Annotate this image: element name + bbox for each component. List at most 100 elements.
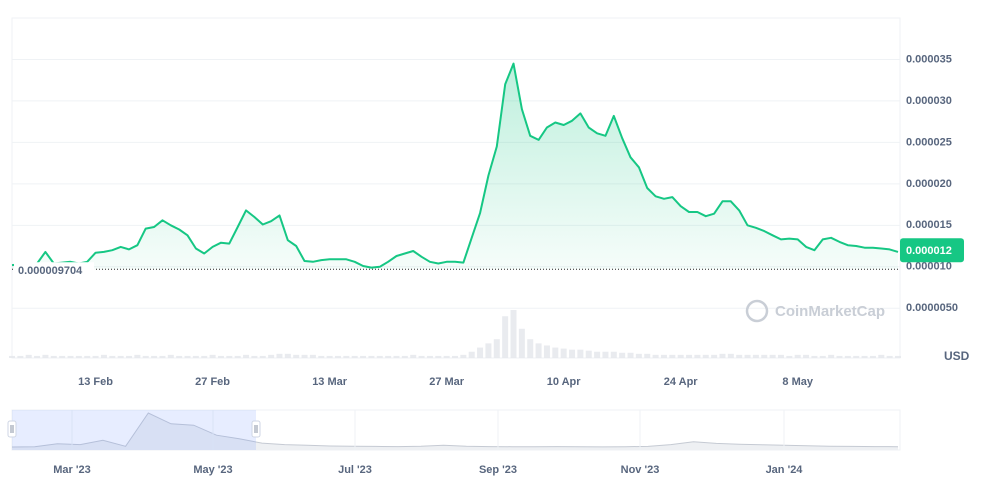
y-tick-label: 0.000030 [906,95,952,107]
volume-bar [234,355,241,358]
volume-bar [452,355,458,358]
volume-bar [100,354,107,358]
volume-bar [92,355,99,358]
volume-bar [151,355,158,358]
volume-bar [761,354,768,358]
current-price-tag [900,238,964,263]
volume-bar [828,354,835,358]
volume-bar [117,355,124,358]
volume-bar [577,349,584,358]
volume-bar [309,354,316,358]
volume-bar [426,355,433,358]
volume-bar [886,355,893,358]
volume-bar [602,351,609,358]
navigator-label: Jul '23 [338,464,372,476]
x-tick-label: 10 Apr [547,376,582,388]
volume-bar [794,354,801,358]
volume-bar [376,355,383,358]
navigator-line [11,412,899,448]
volume-bar [786,355,793,358]
volume-bar [736,354,743,358]
navigator-label: Nov '23 [621,464,660,476]
volume-bar [385,355,392,358]
volume-bar [861,355,868,358]
volume-bar [569,349,576,358]
volume-bar [109,355,116,358]
volume-bar [535,343,542,358]
volume-bar [443,355,450,358]
volume-bar [326,355,333,358]
volume-bar [9,355,15,358]
volume-bar [702,354,709,358]
volume-bar [627,352,634,358]
volume-bar [410,354,417,358]
volume-bar [343,355,350,358]
volume-bar [510,310,517,358]
reference-label-bg [14,262,94,277]
volume-bar [811,355,818,358]
main-layer: CoinMarketCap 0.000009704 0.0000050 0.00001… [9,53,970,388]
price-area [12,63,898,270]
volume-bar [301,354,308,358]
volume-bar [351,355,358,358]
volume-bar [368,355,375,358]
x-tick-label: 13 Mar [312,376,348,388]
navigator-handle[interactable] [251,420,261,438]
volume-bar [401,355,408,358]
x-tick-label: 27 Feb [195,376,230,388]
volume-bar [853,355,860,358]
volume-bar [527,339,534,358]
volume-bar [493,339,500,358]
volume-bar [126,355,133,358]
navigator-selection [12,410,256,450]
volume-bar [42,354,49,358]
price-line [11,62,899,269]
current-price-label: 0.000012 [906,245,952,257]
volume-bar [485,343,492,358]
currency-label: USD [944,349,970,363]
volume-bar [209,354,216,358]
volume-bar [460,354,467,358]
x-tick-label: 13 Feb [78,376,113,388]
volume-bar [393,355,400,358]
y-tick-label: 0.000025 [906,136,952,148]
navigator-label: Sep '23 [479,464,517,476]
volume-bar [869,355,876,358]
volume-bar [176,355,183,358]
volume-bar [17,355,24,358]
y-tick-label: 0.0000050 [906,302,958,314]
volume-bar [284,353,291,358]
volume-bar [25,354,32,358]
volume-bar [644,353,651,358]
volume-bar [435,355,442,358]
volume-bar [610,351,617,358]
volume-bar [619,352,626,358]
volume-bar [259,355,266,358]
volume-bar [84,355,91,358]
y-tick-label: 0.000035 [906,53,952,65]
navigator-area [12,413,898,450]
volume-bar [694,354,701,358]
volume-bar [50,355,57,358]
volume-bar [711,354,718,358]
reference-label: 0.000009704 [18,265,83,277]
volume-bar [878,354,885,358]
volume-bar [719,353,726,358]
volume-bar [727,353,734,358]
volume-bar [418,355,425,358]
volume-bar [226,355,233,358]
volume-bar [777,354,784,358]
volume-bar [34,355,41,358]
x-tick-label: 27 Mar [429,376,465,388]
y-tick-label: 0.000015 [906,219,952,231]
volume-bar [192,355,199,358]
x-tick-label: 8 May [782,376,813,388]
handle-body [251,420,261,438]
volume-bar [293,354,300,358]
volume-bar [669,354,676,358]
navigator-handle[interactable] [7,420,17,438]
volume-bar [895,355,901,358]
volume-bar [243,354,250,358]
